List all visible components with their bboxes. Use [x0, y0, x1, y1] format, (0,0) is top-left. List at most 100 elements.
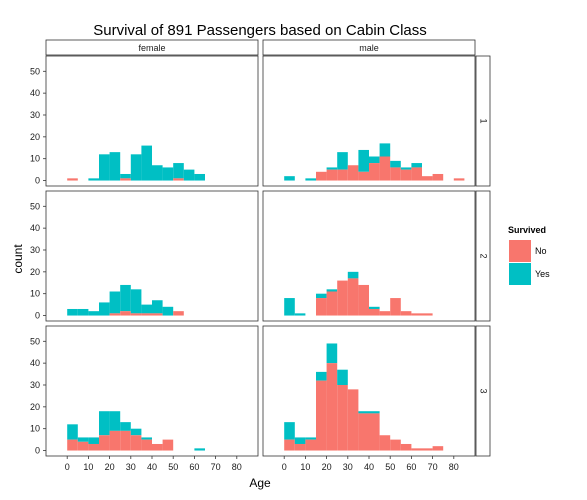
y-tick-label: 10: [30, 289, 40, 299]
bar-no-male-2-bin-15: [316, 298, 327, 316]
panel-male-class-1: [262, 55, 476, 187]
panel-border: [262, 190, 476, 322]
bar-no-male-3-bin-50: [390, 439, 401, 451]
bar-no-female-1-bin-0: [67, 178, 78, 181]
x-tick-label: 10: [83, 462, 93, 472]
bar-yes-male-3-bin-35: [358, 411, 369, 414]
panel-border: [45, 190, 259, 322]
y-tick-label: 0: [35, 446, 40, 456]
x-tick-label: 0: [65, 462, 70, 472]
bar-yes-female-3-bin-5: [77, 437, 89, 442]
bar-no-male-1-bin-20: [326, 169, 338, 181]
bar-no-female-3-bin-10: [88, 443, 99, 451]
bar-yes-female-2-bin-20: [109, 291, 121, 314]
bar-yes-female-2-bin-15: [99, 302, 110, 316]
bar-no-male-2-bin-50: [390, 298, 401, 316]
y-tick-label: 20: [30, 132, 40, 142]
bar-no-female-3-bin-5: [77, 441, 89, 451]
x-tick-label: 0: [282, 462, 287, 472]
bar-yes-male-2-bin-40: [369, 306, 380, 309]
facet-panels: female male123010203040500102030405001020…: [30, 39, 491, 472]
panel-border: [45, 325, 259, 457]
y-tick-label: 20: [30, 402, 40, 412]
x-tick-label: 70: [428, 462, 438, 472]
y-tick-label: 0: [35, 176, 40, 186]
bar-no-female-2-bin-20: [109, 313, 121, 316]
bar-yes-female-1-bin-15: [99, 154, 110, 181]
bar-no-female-2-bin-35: [141, 313, 152, 316]
panel-border: [45, 55, 259, 187]
bar-yes-female-1-bin-25: [120, 173, 131, 179]
bar-no-female-3-bin-30: [130, 435, 142, 451]
bar-yes-female-3-bin-60: [194, 448, 205, 451]
bar-yes-male-1-bin-10: [305, 178, 316, 181]
bar-no-male-3-bin-15: [316, 380, 327, 451]
bar-no-male-3-bin-70: [432, 446, 444, 451]
bar-yes-female-3-bin-25: [120, 422, 131, 431]
bar-no-male-2-bin-60: [411, 313, 422, 316]
bar-yes-male-1-bin-50: [390, 160, 401, 168]
bar-yes-male-1-bin-35: [358, 149, 369, 172]
bar-no-female-3-bin-40: [152, 443, 163, 451]
bar-yes-female-1-bin-45: [162, 167, 174, 181]
bar-yes-female-1-bin-60: [194, 173, 205, 181]
bar-no-male-2-bin-45: [379, 311, 391, 316]
legend-label-yes: Yes: [535, 269, 550, 279]
bar-no-male-2-bin-40: [369, 308, 380, 316]
bar-no-male-1-bin-35: [358, 171, 369, 181]
bar-yes-female-2-bin-30: [130, 289, 142, 314]
bar-yes-male-1-bin-25: [337, 152, 348, 170]
legend: Survived No Yes: [508, 225, 550, 285]
y-tick-label: 40: [30, 223, 40, 233]
x-tick-label: 50: [385, 462, 395, 472]
y-axis-title: count: [11, 244, 25, 274]
bar-no-male-1-bin-55: [400, 169, 412, 181]
bar-yes-female-3-bin-30: [130, 428, 142, 436]
strip-class-1: [475, 55, 491, 187]
y-tick-label: 30: [30, 245, 40, 255]
bar-yes-female-2-bin-25: [120, 284, 131, 312]
y-tick-label: 0: [35, 311, 40, 321]
y-tick-label: 20: [30, 267, 40, 277]
panel-female-class-2: [45, 190, 259, 322]
bar-yes-female-1-bin-55: [183, 169, 195, 181]
bar-yes-female-1-bin-40: [152, 165, 163, 181]
bar-yes-female-2-bin-5: [77, 308, 89, 316]
bar-yes-female-3-bin-10: [88, 437, 99, 444]
bar-yes-female-1-bin-35: [141, 145, 152, 181]
bar-no-female-3-bin-45: [162, 439, 174, 451]
bar-no-male-2-bin-30: [347, 278, 359, 316]
x-tick-label: 70: [211, 462, 221, 472]
legend-title: Survived: [508, 225, 546, 235]
bar-yes-male-3-bin-25: [337, 369, 348, 385]
bar-no-female-2-bin-40: [152, 313, 163, 316]
bar-yes-female-1-bin-20: [109, 152, 121, 181]
bar-no-male-1-bin-60: [411, 167, 422, 181]
x-tick-label: 20: [105, 462, 115, 472]
bar-yes-male-3-bin-5: [294, 437, 306, 444]
bar-no-male-3-bin-25: [337, 384, 348, 451]
bar-yes-female-3-bin-20: [109, 411, 121, 431]
y-tick-label: 10: [30, 424, 40, 434]
strip-label-female: female: [138, 43, 165, 53]
bar-yes-male-3-bin-0: [284, 422, 295, 440]
x-tick-label: 30: [126, 462, 136, 472]
bar-no-male-3-bin-10: [305, 439, 316, 451]
bar-yes-male-1-bin-60: [411, 163, 422, 168]
x-tick-label: 40: [147, 462, 157, 472]
bar-yes-female-2-bin-35: [141, 304, 152, 314]
bar-no-female-3-bin-35: [141, 439, 152, 451]
strip-male: [262, 39, 476, 56]
bar-yes-female-2-bin-40: [152, 300, 163, 314]
x-tick-label: 80: [449, 462, 459, 472]
bar-no-male-1-bin-25: [337, 169, 348, 181]
bar-no-male-3-bin-65: [422, 448, 433, 451]
bar-yes-male-1-bin-0: [284, 176, 295, 181]
panel-male-class-2: [262, 190, 476, 322]
strip-class-3: [475, 325, 491, 457]
bar-yes-female-3-bin-0: [67, 424, 78, 440]
bar-no-male-3-bin-5: [294, 443, 306, 451]
bar-yes-male-3-bin-40: [369, 411, 380, 414]
x-tick-label: 20: [322, 462, 332, 472]
